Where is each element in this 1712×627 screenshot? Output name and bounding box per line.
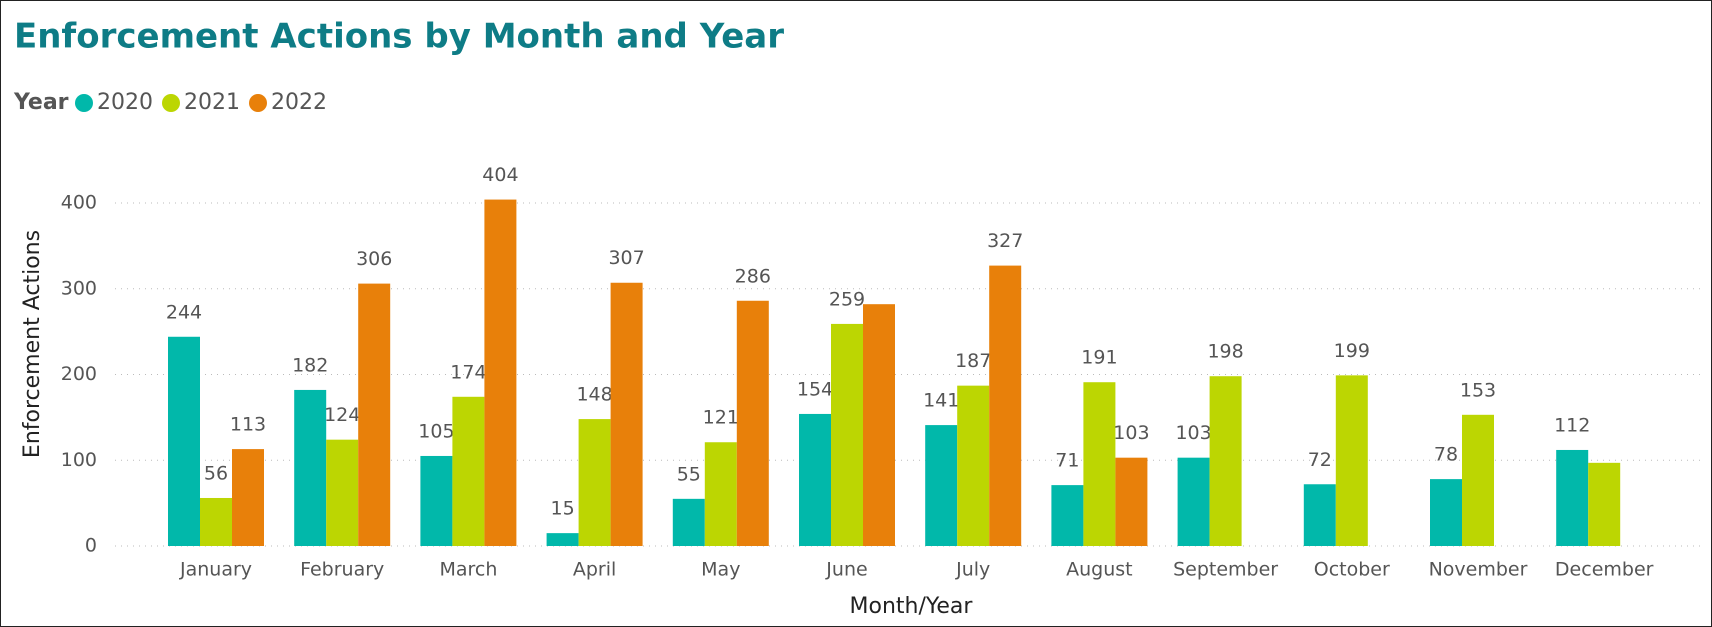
bar (1303, 484, 1336, 546)
bar (799, 413, 831, 546)
value-label: 103 (1113, 422, 1149, 444)
bar (1051, 485, 1084, 546)
bar (704, 442, 737, 546)
x-tick-label: December (1555, 559, 1654, 581)
bar (452, 396, 485, 546)
bar (1588, 462, 1621, 546)
value-label: 187 (955, 350, 991, 372)
value-label: 141 (923, 390, 959, 412)
bar (1462, 414, 1494, 546)
value-label: 55 (677, 463, 701, 485)
value-label: 15 (551, 498, 575, 520)
value-label: 71 (1055, 450, 1079, 472)
value-label: 286 (735, 265, 771, 287)
bar (863, 304, 895, 546)
x-tick-label: March (439, 559, 497, 581)
value-label: 182 (292, 354, 328, 376)
bar (546, 533, 579, 546)
bar (1177, 457, 1210, 546)
y-tick-label: 200 (61, 363, 97, 385)
value-label: 148 (576, 384, 612, 406)
bar (672, 498, 705, 546)
bar (1335, 375, 1368, 546)
bar (1430, 479, 1462, 546)
value-label: 307 (608, 247, 644, 269)
bar (326, 439, 359, 546)
value-label: 78 (1434, 444, 1458, 466)
bar (168, 336, 200, 546)
value-label: 113 (230, 414, 266, 436)
x-tick-label: May (701, 559, 740, 581)
y-tick-label: 400 (61, 192, 97, 214)
value-label: 124 (324, 404, 360, 426)
value-label: 174 (450, 361, 486, 383)
value-label: 103 (1175, 422, 1211, 444)
value-label: 154 (797, 378, 833, 400)
bar (989, 265, 1022, 546)
y-axis-title: Enforcement Actions (20, 230, 45, 458)
x-tick-label: February (300, 559, 384, 581)
bar (420, 455, 453, 546)
value-label: 153 (1460, 379, 1496, 401)
bar (1083, 382, 1116, 546)
value-label: 112 (1554, 414, 1590, 436)
value-label: 306 (356, 248, 392, 270)
value-label: 72 (1308, 449, 1332, 471)
value-label: 404 (482, 164, 518, 186)
value-label: 121 (703, 407, 739, 429)
value-label: 56 (204, 462, 228, 484)
y-tick-label: 0 (85, 535, 97, 557)
legend-swatch (249, 94, 267, 112)
value-label: 191 (1081, 347, 1117, 369)
bar (294, 389, 327, 546)
legend-swatch (162, 94, 180, 112)
bar (200, 497, 232, 546)
value-label: 198 (1207, 341, 1243, 363)
x-tick-label: January (179, 559, 252, 581)
bar (358, 283, 391, 546)
value-label: 105 (418, 420, 454, 442)
legend-label: 2021 (184, 90, 240, 115)
x-tick-label: August (1066, 559, 1133, 581)
bar (831, 323, 863, 546)
bar (1209, 376, 1242, 546)
value-label: 244 (166, 301, 202, 323)
legend-swatch (75, 94, 93, 112)
bar (925, 425, 958, 546)
value-label: 259 (829, 288, 865, 310)
x-tick-label: November (1429, 559, 1528, 581)
x-tick-label: September (1173, 559, 1278, 581)
y-tick-label: 300 (61, 277, 97, 299)
legend-label: 2020 (97, 90, 153, 115)
bar (232, 449, 264, 546)
x-axis-title: Month/Year (850, 594, 974, 619)
bar (957, 385, 990, 546)
bar (610, 282, 643, 546)
legend-label: 2022 (271, 90, 327, 115)
value-label: 327 (987, 230, 1023, 252)
legend-title: Year (13, 90, 69, 115)
x-tick-label: July (955, 559, 990, 581)
bar (578, 419, 611, 546)
bar (736, 300, 769, 546)
value-label: 199 (1334, 340, 1370, 362)
chart-title: Enforcement Actions by Month and Year (14, 17, 784, 57)
x-tick-label: April (573, 559, 616, 581)
x-tick-label: June (825, 559, 867, 581)
bar (1556, 449, 1589, 546)
bar (484, 199, 517, 546)
y-tick-label: 100 (61, 449, 97, 471)
bar (1115, 457, 1148, 546)
x-tick-label: October (1314, 559, 1390, 581)
